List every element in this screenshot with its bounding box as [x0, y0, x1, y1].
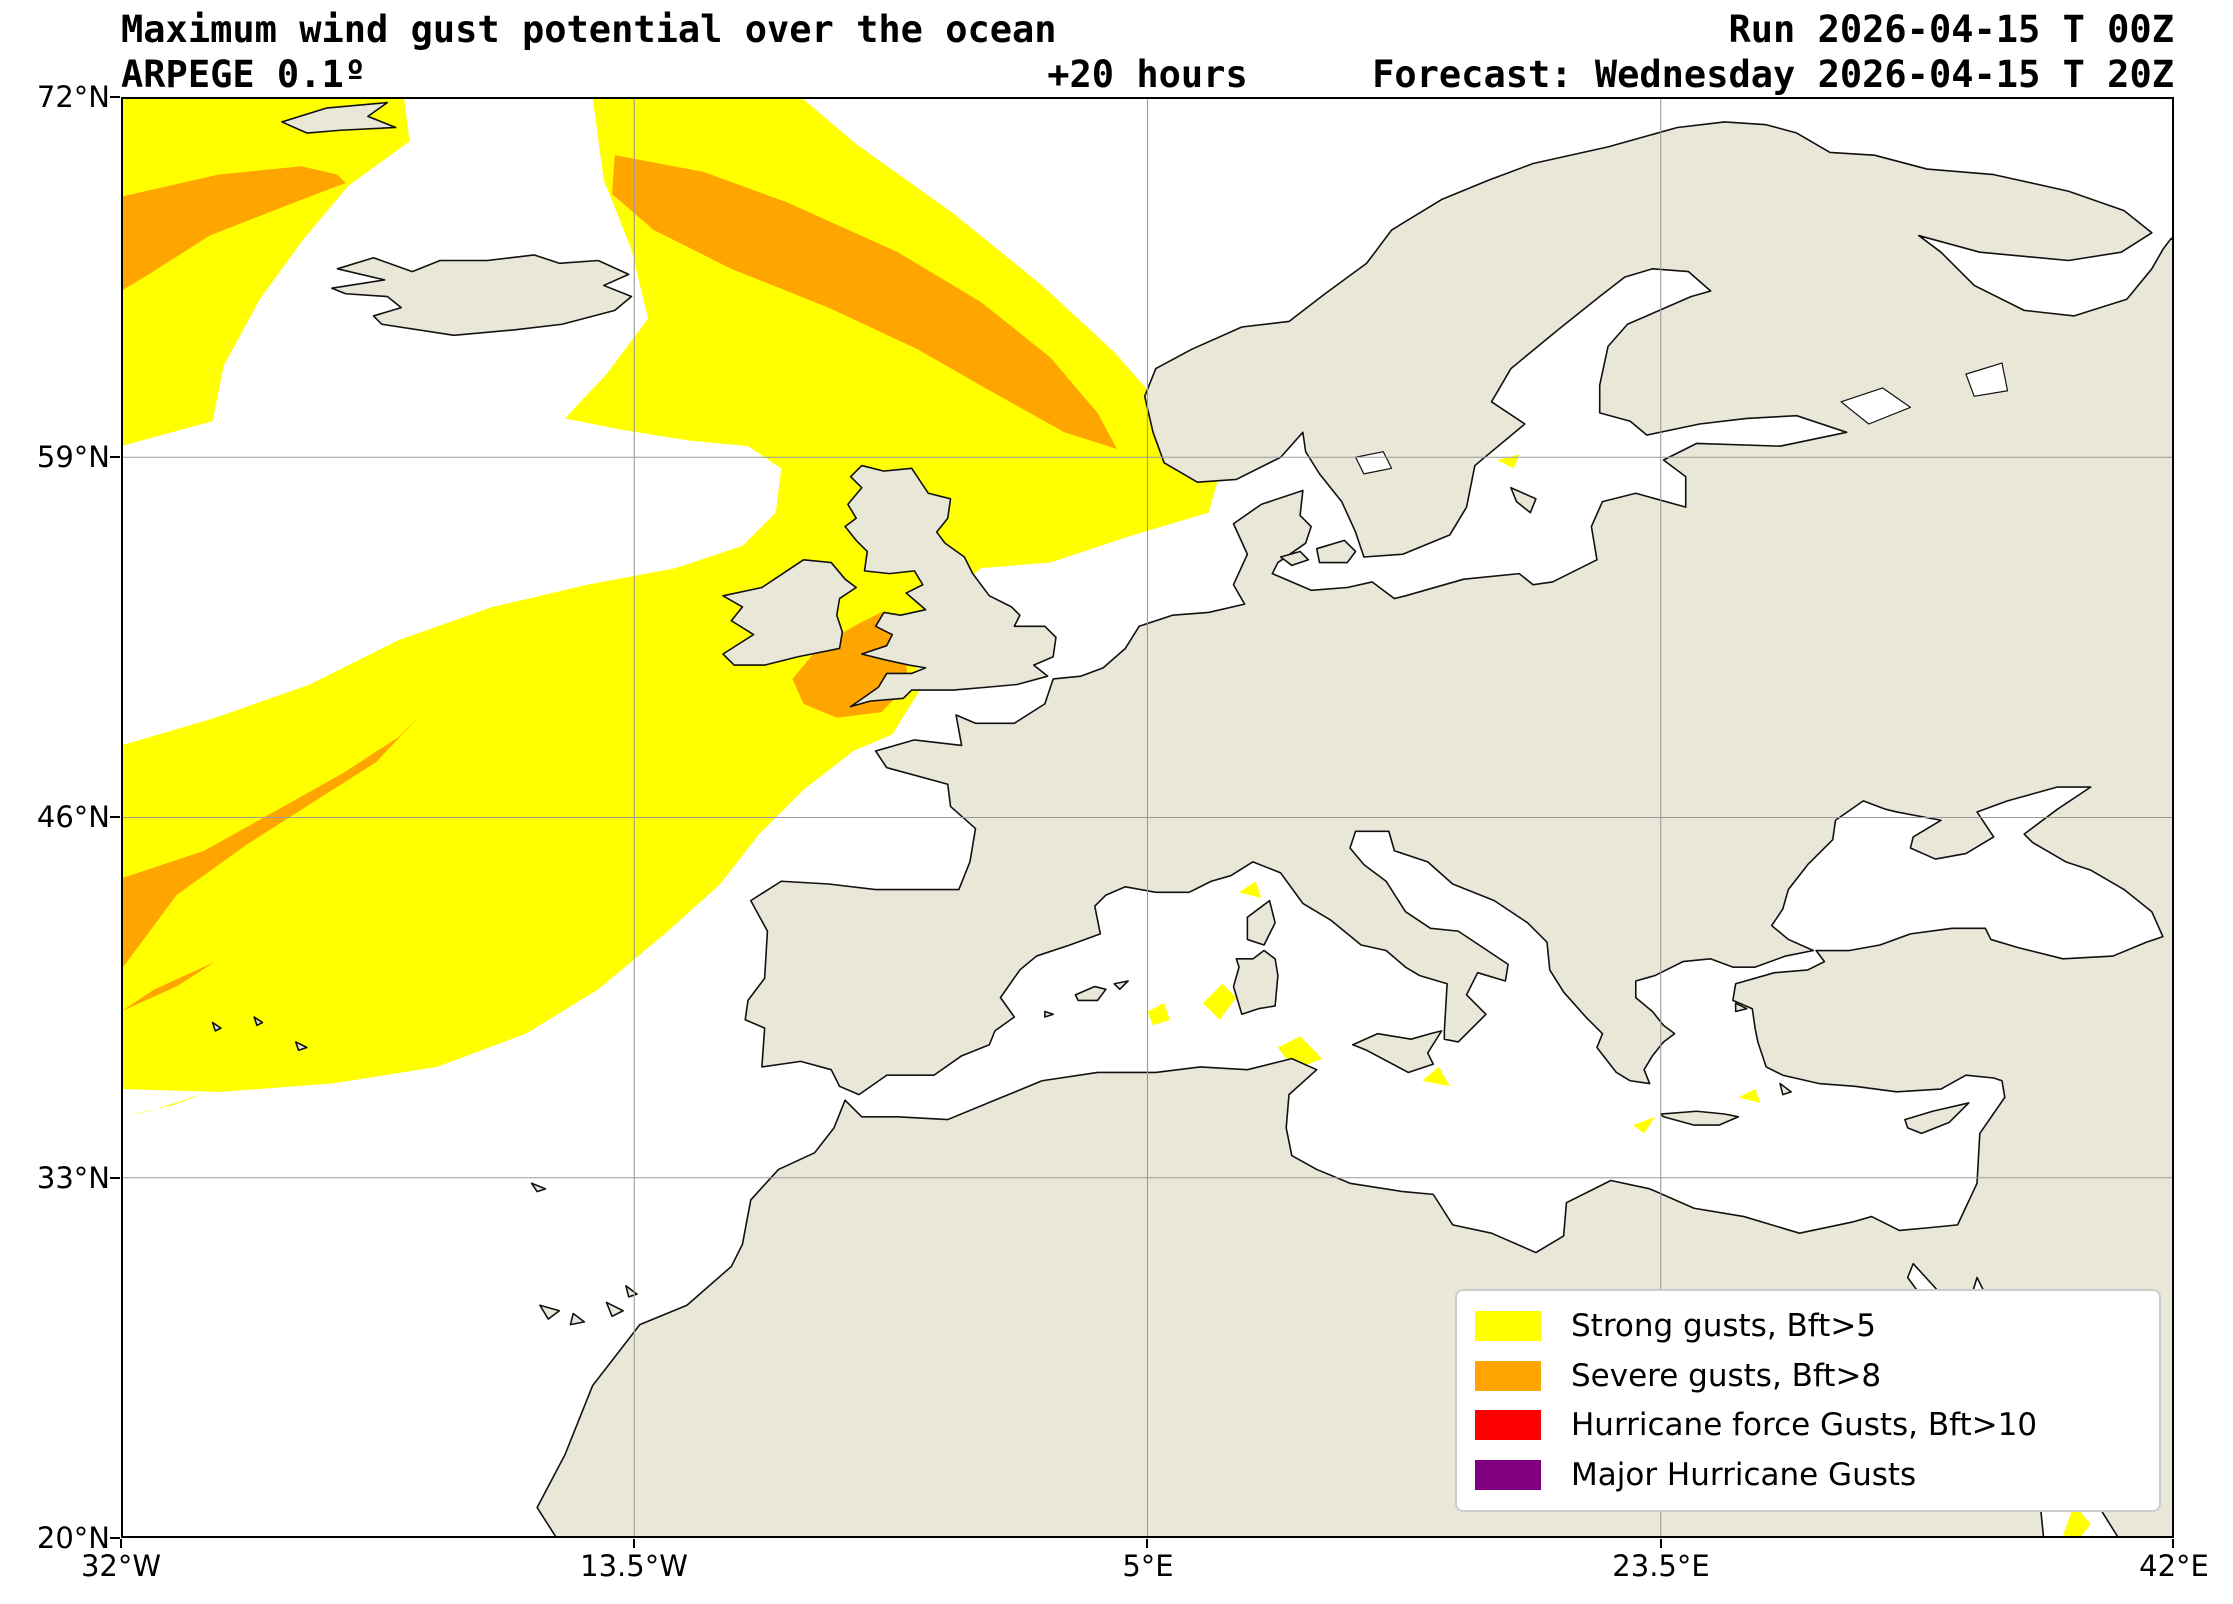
island-corsica: [1247, 901, 1275, 945]
swatch-rect: [1475, 1310, 1541, 1341]
lat-label-59n: 59°N: [36, 440, 110, 474]
legend-label-strong-gusts: Strong gusts, Bft>5: [1571, 1307, 1877, 1344]
island-mallorca: [1075, 987, 1106, 1001]
tick-left-72n: [110, 96, 120, 98]
island-azores-1: [213, 1023, 221, 1031]
coastline-iceland: [332, 255, 632, 335]
swatch-rect: [1475, 1360, 1541, 1391]
tick-left-33n: [110, 1177, 120, 1179]
run-info: Run 2026-04-15 T 00Z: [1728, 8, 2174, 51]
strong-gusts-swatch: [1475, 1310, 1541, 1341]
legend: Strong gusts, Bft>5 Severe gusts, Bft>8 …: [1455, 1289, 2161, 1512]
strong-gust-speck-red-sea: [2063, 1504, 2091, 1538]
severe-gust-band-southwest-atlantic: [121, 714, 421, 970]
strong-gust-speck-south-crete: [1633, 1116, 1656, 1134]
legend-item-major-hurricane-gusts: Major Hurricane Gusts: [1475, 1458, 2159, 1492]
island-zealand: [1317, 540, 1356, 562]
lon-label-32w: 32°W: [80, 1549, 162, 1583]
legend-item-strong-gusts: Strong gusts, Bft>5: [1475, 1309, 2159, 1343]
tick-bottom-5e: [1146, 1539, 1148, 1548]
lake-layer: [1356, 363, 2008, 474]
island-menorca: [1114, 981, 1128, 989]
island-azores-2: [254, 1017, 262, 1025]
hurricane-gusts-swatch: [1475, 1410, 1541, 1441]
legend-item-hurricane-gusts: Hurricane force Gusts, Bft>10: [1475, 1408, 2159, 1442]
lat-label-33n: 33°N: [36, 1161, 110, 1195]
lat-label-46n: 46°N: [36, 800, 110, 834]
lon-label-23-5e: 23.5°E: [1612, 1549, 1710, 1583]
strong-gust-speck-se-sicily: [1422, 1066, 1450, 1087]
tick-bottom-23-5e: [1660, 1539, 1662, 1548]
severe-gust-streak-southwest: [121, 961, 216, 1012]
lon-label-42e: 42°E: [2139, 1549, 2209, 1583]
tick-left-20n: [110, 1537, 120, 1539]
swatch-rect: [1475, 1410, 1541, 1441]
island-funen: [1281, 551, 1309, 565]
tick-bottom-42e: [2172, 1539, 2174, 1548]
swatch-rect: [1475, 1460, 1541, 1491]
severe-gust-band-norwegian-sea: [612, 155, 1117, 449]
coastline-ireland: [723, 560, 856, 665]
island-fuerteventura: [607, 1302, 624, 1316]
land-layer: [213, 103, 2174, 1538]
coastline-eurasia-africa: [537, 122, 2174, 1538]
strong-gust-speck-baltic: [1497, 454, 1520, 469]
island-sicily: [1353, 1031, 1442, 1073]
severe-gust-band-northwest-corner: [121, 166, 346, 291]
lat-label-20n: 20°N: [36, 1521, 110, 1555]
legend-label-major-hurricane-gusts: Major Hurricane Gusts: [1571, 1457, 1917, 1494]
legend-label-severe-gusts: Severe gusts, Bft>8: [1571, 1357, 1882, 1394]
severe-gust-layer: [121, 155, 1117, 1012]
strong-gust-speck-balearic: [1147, 1003, 1170, 1026]
island-lesbos: [1736, 1003, 1747, 1011]
strong-gust-speck-se-aegean: [1738, 1089, 1761, 1103]
island-gran-canaria: [570, 1314, 584, 1325]
lead-time: +20 hours: [1047, 53, 1248, 96]
island-sardinia: [1234, 951, 1278, 1015]
island-crete: [1661, 1111, 1739, 1125]
strong-gust-speck-ligurian: [1239, 881, 1262, 898]
severe-gusts-swatch: [1475, 1360, 1541, 1391]
island-rhodes: [1780, 1084, 1791, 1095]
forecast-info: Forecast: Wednesday 2026-04-15 T 20Z: [1372, 53, 2174, 96]
island-madeira: [532, 1183, 546, 1191]
page-title: Maximum wind gust potential over the oce…: [121, 8, 1057, 51]
tick-bottom-13-5w: [633, 1539, 635, 1548]
island-azores-3: [296, 1042, 307, 1050]
island-tenerife: [540, 1305, 559, 1319]
lon-label-13-5w: 13.5°W: [580, 1549, 688, 1583]
lake-ladoga: [1841, 388, 1910, 424]
island-cyprus: [1905, 1103, 1969, 1133]
model-name: ARPEGE 0.1º: [121, 53, 367, 96]
island-gotland: [1511, 488, 1536, 513]
legend-item-severe-gusts: Severe gusts, Bft>8: [1475, 1359, 2159, 1393]
tick-left-59n: [110, 456, 120, 458]
legend-label-hurricane-gusts: Hurricane force Gusts, Bft>10: [1571, 1407, 2038, 1444]
island-ibiza: [1045, 1011, 1053, 1017]
tick-bottom-32w: [120, 1539, 122, 1548]
lat-label-72n: 72°N: [36, 80, 110, 114]
map-frame: [121, 97, 2174, 1538]
lake-onega: [1966, 363, 2008, 396]
coastline-greenland-fragment: [282, 103, 396, 133]
tick-left-46n: [110, 816, 120, 818]
strong-gust-speck-west-sardinia: [1202, 983, 1237, 1020]
lon-label-5e: 5°E: [1122, 1549, 1174, 1583]
coastline-great-britain: [845, 466, 1056, 707]
major-hurricane-gusts-swatch: [1475, 1460, 1541, 1491]
